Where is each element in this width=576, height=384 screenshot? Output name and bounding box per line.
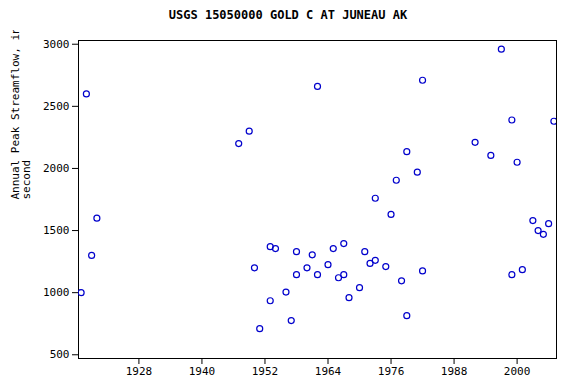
svg-text:1952: 1952 (252, 365, 279, 378)
svg-text:1988: 1988 (441, 365, 468, 378)
svg-text:3000: 3000 (43, 38, 70, 51)
svg-text:2000: 2000 (504, 365, 531, 378)
svg-text:1500: 1500 (43, 224, 70, 237)
svg-text:1976: 1976 (378, 365, 405, 378)
svg-text:1964: 1964 (315, 365, 342, 378)
html-text:USGS 15050000 GOLD C AT JUNEAU: USGS 15050000 GOLD C AT JUNEAU AK (168, 8, 408, 22)
svg-text:Annual Peak Streamflow, in cub: Annual Peak Streamflow, in cubic feet pe… (9, 30, 33, 200)
svg-text:1940: 1940 (189, 365, 216, 378)
svg-text:1928: 1928 (126, 365, 153, 378)
svg-text:2000: 2000 (43, 162, 70, 175)
svg-text:1000: 1000 (43, 286, 70, 299)
svg-text:500: 500 (50, 348, 70, 361)
svg-text:2500: 2500 (43, 100, 70, 113)
